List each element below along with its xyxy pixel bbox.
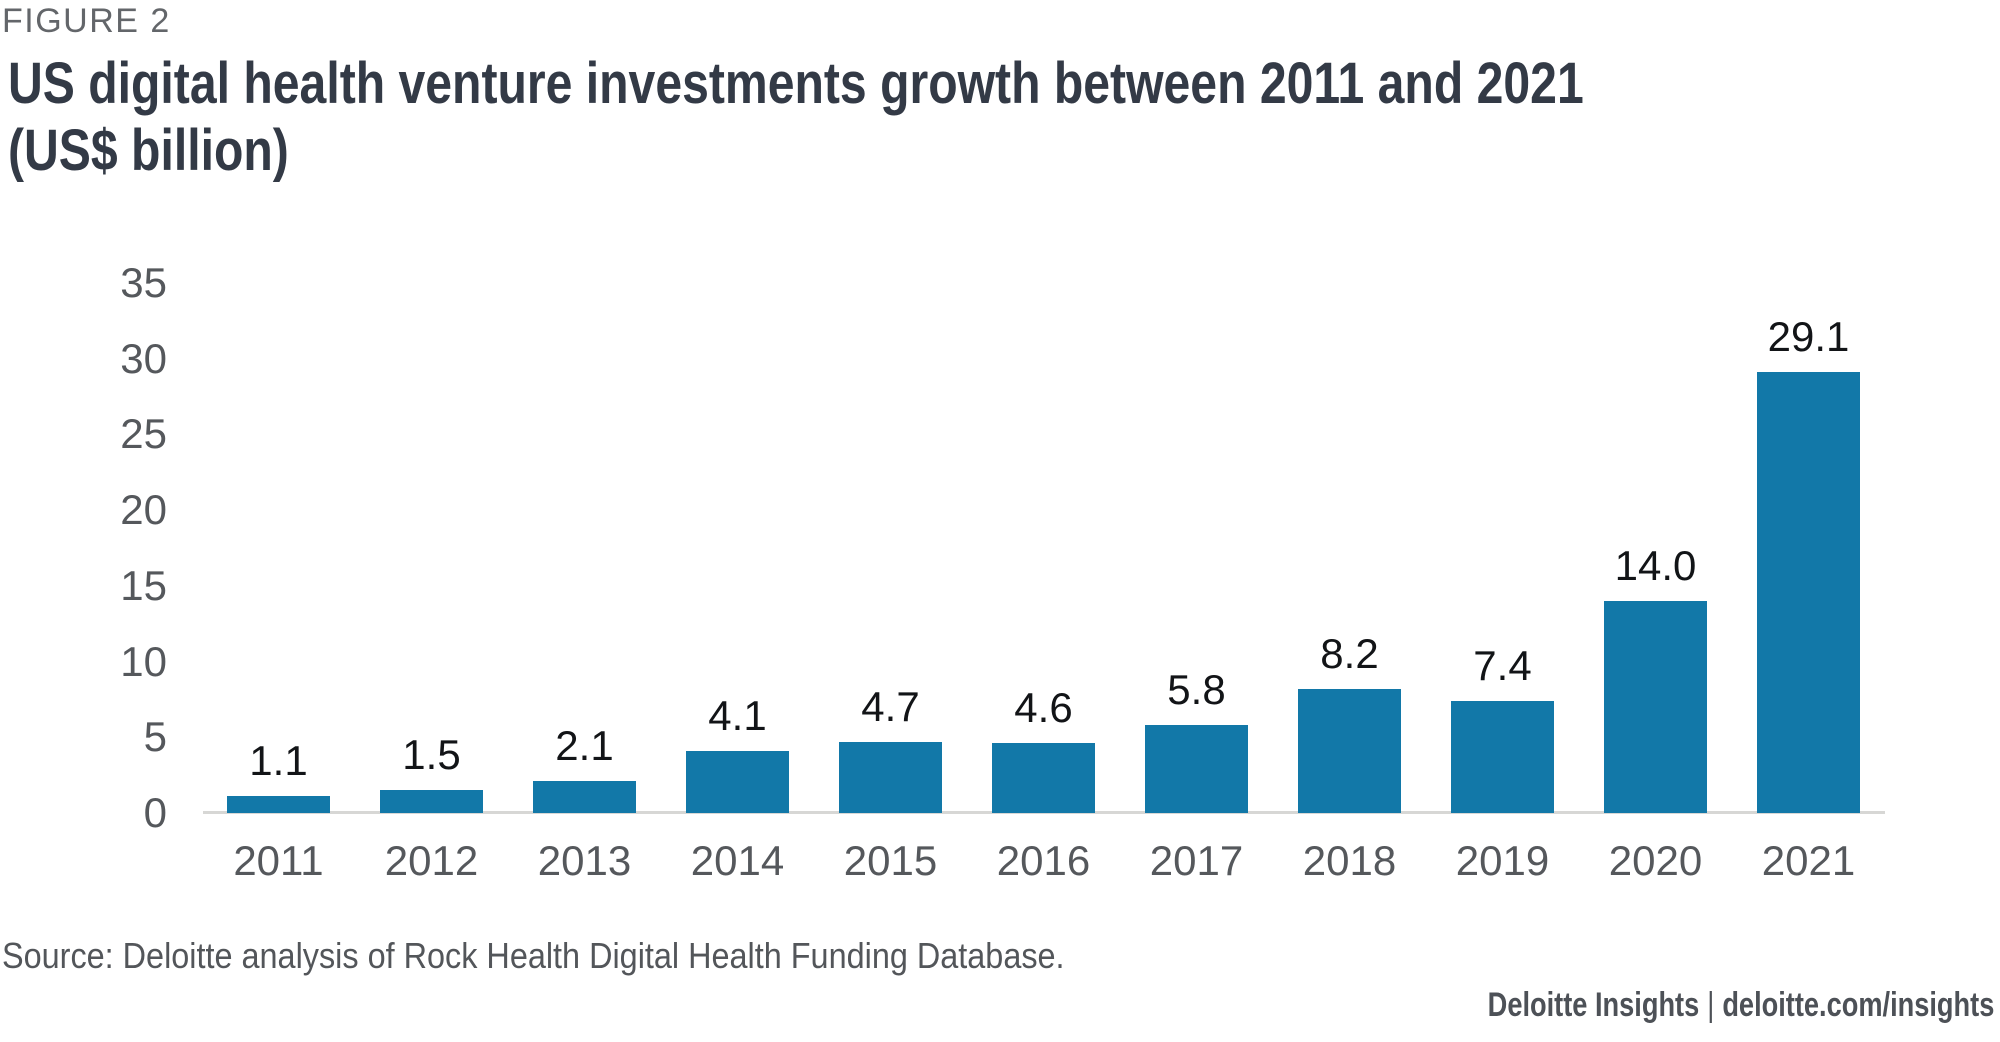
x-axis-category-label-2018: 2018 bbox=[1302, 837, 1397, 884]
x-axis-category-label-2013: 2013 bbox=[537, 837, 632, 884]
bar-value-label-2021: 29.1 bbox=[1767, 313, 1850, 361]
y-axis-tick-label: 20 bbox=[120, 486, 167, 534]
chart-title: US digital health venture investments gr… bbox=[8, 50, 1584, 184]
bar-2016 bbox=[992, 743, 1095, 813]
x-axis-category-label-2014: 2014 bbox=[690, 837, 785, 884]
bar-value-label-2018: 8.2 bbox=[1320, 629, 1379, 677]
source-note: Source: Deloitte analysis of Rock Health… bbox=[2, 935, 1065, 976]
bar-2021 bbox=[1757, 372, 1860, 813]
y-axis-tick-label: 10 bbox=[120, 637, 167, 685]
y-axis-tick-label: 5 bbox=[143, 713, 167, 761]
x-axis-category-label-2020: 2020 bbox=[1608, 837, 1703, 884]
bar-2015 bbox=[839, 741, 942, 813]
bar-value-label-2013: 2.1 bbox=[555, 722, 614, 770]
x-axis-category-label-2012: 2012 bbox=[384, 837, 479, 884]
footer-branding: Deloitte Insights | deloitte.com/insights bbox=[1487, 984, 1994, 1026]
bar-value-label-2017: 5.8 bbox=[1167, 666, 1226, 714]
figure-number-label: FIGURE 2 bbox=[2, 2, 171, 40]
bar-2012 bbox=[380, 790, 483, 813]
y-axis-tick-label: 0 bbox=[143, 789, 167, 836]
bar-2018 bbox=[1298, 688, 1401, 813]
chart-title-line-1: US digital health venture investments gr… bbox=[8, 51, 1584, 116]
bar-2019 bbox=[1451, 700, 1554, 813]
x-axis-category-label-2019: 2019 bbox=[1455, 837, 1550, 884]
footer-separator: | bbox=[1706, 986, 1714, 1024]
bar-value-label-2020: 14.0 bbox=[1614, 541, 1697, 589]
x-axis-category-label-2011: 2011 bbox=[233, 837, 324, 884]
x-axis-category-label-2016: 2016 bbox=[996, 837, 1091, 884]
y-axis-tick-label: 35 bbox=[120, 258, 167, 306]
x-axis-category-label-2017: 2017 bbox=[1149, 837, 1244, 884]
bar-value-label-2016: 4.6 bbox=[1014, 684, 1073, 732]
chart-title-line-2: (US$ billion) bbox=[8, 118, 289, 183]
y-axis-tick-label: 30 bbox=[120, 334, 167, 382]
bar-2014 bbox=[686, 750, 789, 813]
x-axis-category-label-2015: 2015 bbox=[843, 837, 938, 884]
bar-2013 bbox=[533, 781, 636, 813]
bar-value-label-2015: 4.7 bbox=[861, 682, 920, 730]
y-axis-tick-label: 25 bbox=[120, 410, 167, 458]
bar-2020 bbox=[1604, 600, 1707, 813]
footer-brand: Deloitte Insights bbox=[1487, 986, 1699, 1024]
footer-url: deloitte.com/insights bbox=[1721, 986, 1994, 1024]
bar-value-label-2014: 4.1 bbox=[708, 691, 767, 739]
bar-2011 bbox=[227, 796, 330, 813]
bar-value-label-2019: 7.4 bbox=[1473, 641, 1532, 689]
bar-2017 bbox=[1145, 725, 1248, 813]
y-axis-tick-label: 15 bbox=[120, 561, 167, 609]
bar-value-label-2012: 1.5 bbox=[402, 731, 461, 779]
x-axis-category-label-2021: 2021 bbox=[1761, 837, 1856, 884]
bar-chart: 0 5 10 15 20 25 30 35 1.1 2011 1.5 2012 2.1 2013 4.1 20… bbox=[0, 200, 2000, 900]
bar-value-label-2011: 1.1 bbox=[249, 737, 308, 785]
